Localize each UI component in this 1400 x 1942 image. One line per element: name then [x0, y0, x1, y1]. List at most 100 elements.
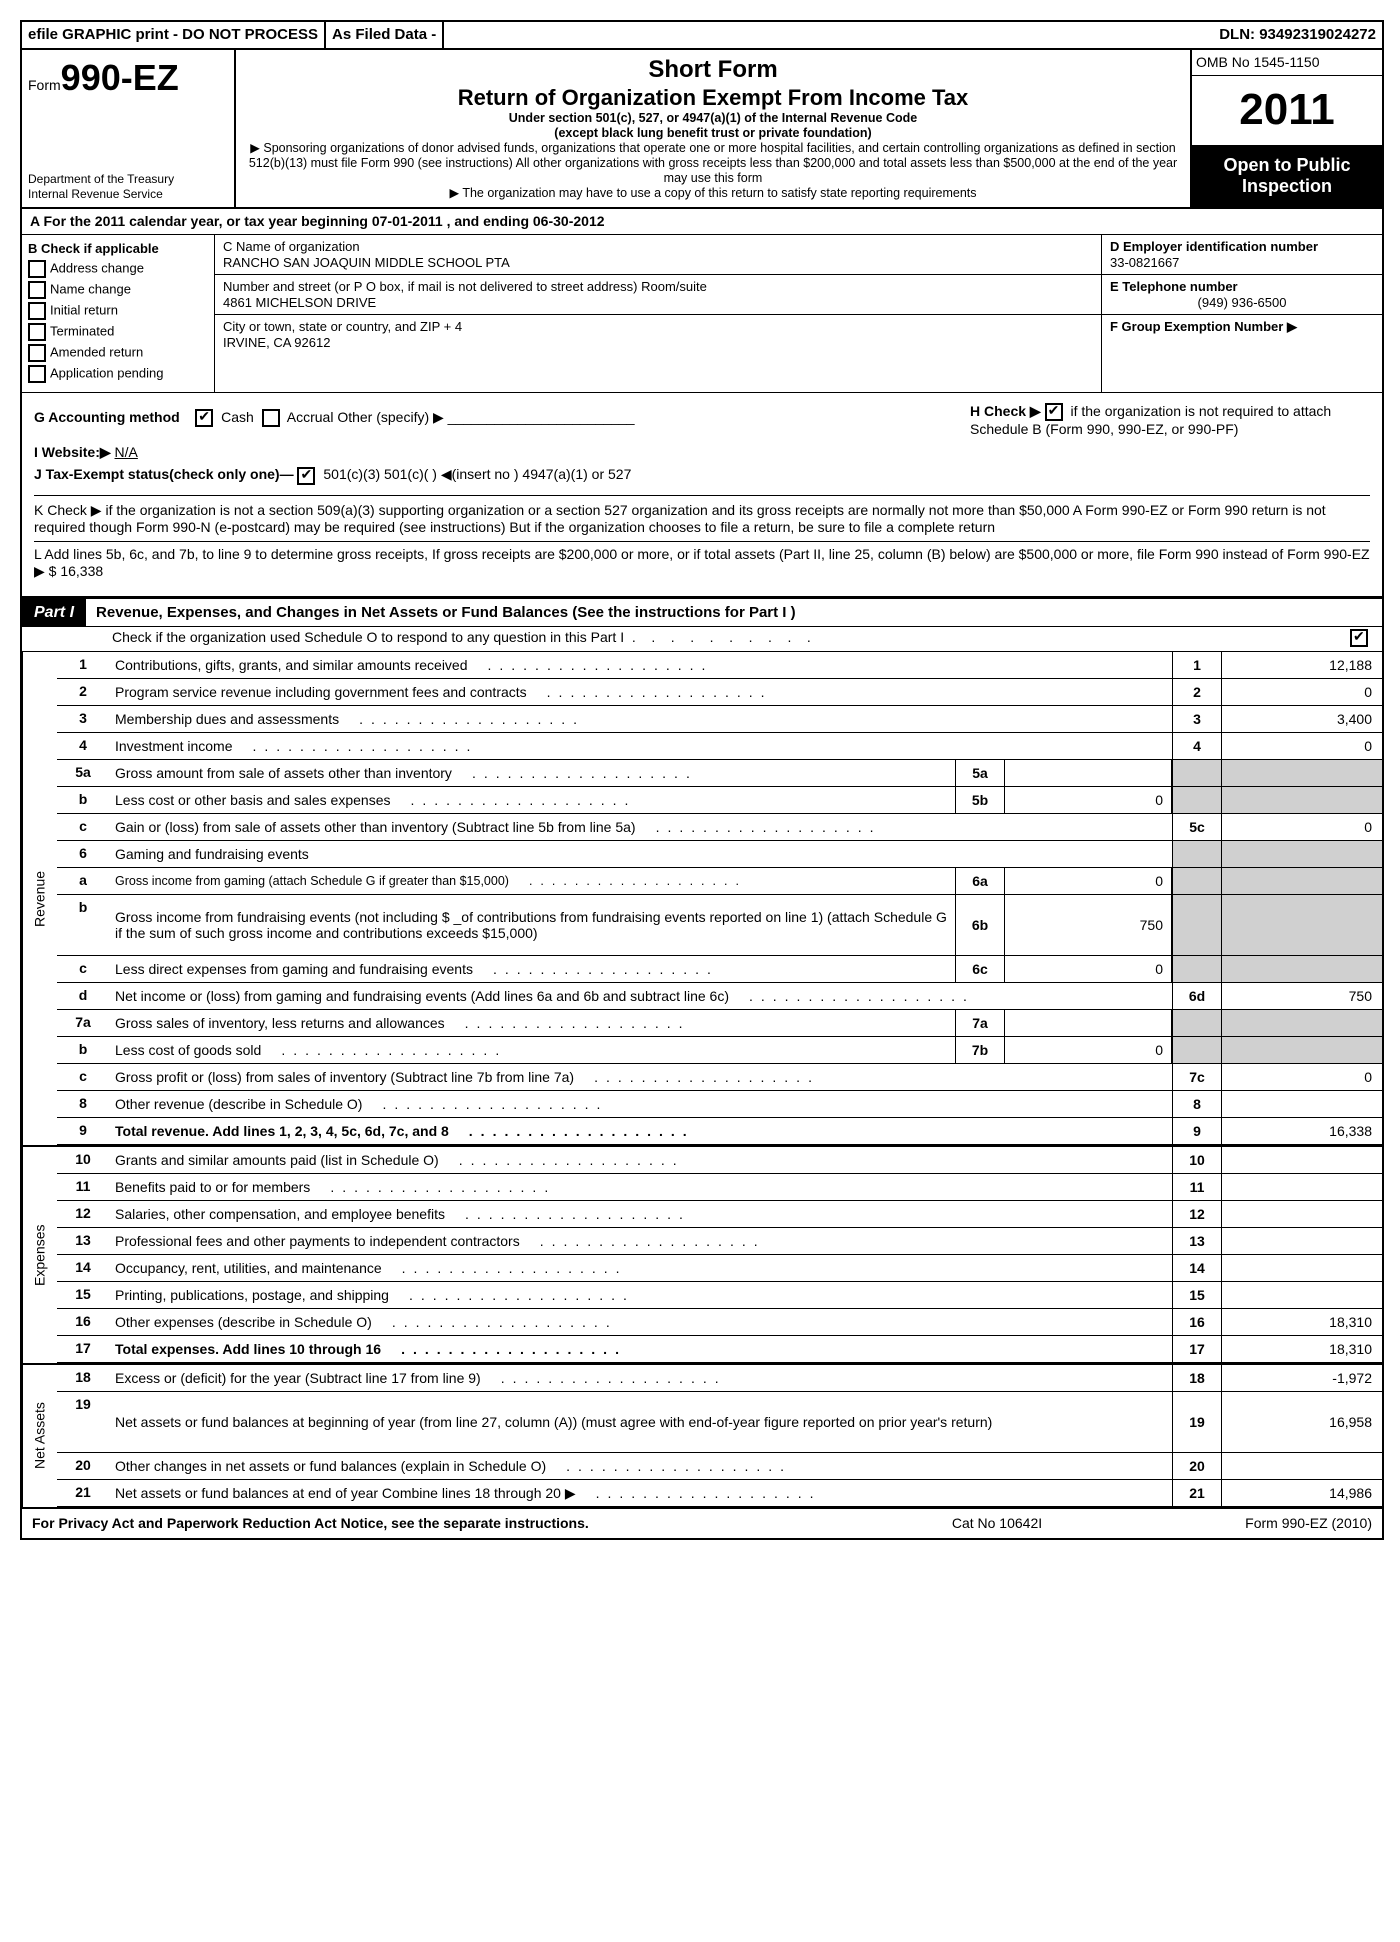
line-description: Investment income................... [109, 733, 1172, 759]
right-line-number: 21 [1172, 1480, 1222, 1506]
line-description: Occupancy, rent, utilities, and maintena… [109, 1255, 1172, 1281]
org-address: 4861 MICHELSON DRIVE [223, 295, 1093, 311]
right-line-number [1172, 787, 1222, 813]
line-number: 14 [57, 1255, 109, 1281]
g-accrual-checkbox[interactable] [262, 409, 280, 427]
table-row: 14Occupancy, rent, utilities, and mainte… [57, 1255, 1382, 1282]
checkbox[interactable] [28, 302, 46, 320]
sub-line-number: 7a [955, 1010, 1005, 1036]
right-line-number [1172, 956, 1222, 982]
line-description: Gross income from gaming (attach Schedul… [109, 868, 955, 894]
g-cash: Cash [221, 409, 254, 425]
line-number: 16 [57, 1309, 109, 1335]
line-number: 5a [57, 760, 109, 786]
right-line-number: 12 [1172, 1201, 1222, 1227]
part-1-sub-text: Check if the organization used Schedule … [112, 629, 624, 647]
checkbox[interactable] [28, 365, 46, 383]
dots-leader: ................... [481, 1370, 1166, 1387]
checkbox[interactable] [28, 281, 46, 299]
table-row: bGross income from fundraising events (n… [57, 895, 1382, 956]
right-line-value [1222, 1228, 1382, 1254]
right-line-value: 18,310 [1222, 1336, 1382, 1362]
line-description: Salaries, other compensation, and employ… [109, 1201, 1172, 1227]
line-description: Gross amount from sale of assets other t… [109, 760, 955, 786]
dln: DLN: 93492319024272 [1213, 22, 1382, 48]
b-check-item: Address change [28, 260, 208, 278]
dots-leader: ................... [520, 1233, 1166, 1250]
g-cash-checkbox[interactable] [195, 409, 213, 427]
footer-privacy: For Privacy Act and Paperwork Reduction … [32, 1515, 872, 1532]
right-line-value [1222, 1010, 1382, 1036]
d-label: D Employer identification number [1110, 239, 1374, 255]
checkbox[interactable] [28, 260, 46, 278]
right-line-number: 16 [1172, 1309, 1222, 1335]
efile-notice: efile GRAPHIC print - DO NOT PROCESS [22, 22, 326, 48]
line-number: 7a [57, 1010, 109, 1036]
h-checkbox[interactable] [1045, 403, 1063, 421]
table-row: 16Other expenses (describe in Schedule O… [57, 1309, 1382, 1336]
right-line-value: 14,986 [1222, 1480, 1382, 1506]
right-line-number [1172, 1010, 1222, 1036]
sub-line-value [1005, 1010, 1172, 1036]
table-row: 6Gaming and fundraising events [57, 841, 1382, 868]
part-1-header: Part I Revenue, Expenses, and Changes in… [22, 597, 1382, 627]
right-line-value [1222, 1255, 1382, 1281]
right-line-value [1222, 1174, 1382, 1200]
right-line-number: 15 [1172, 1282, 1222, 1308]
line-description: Less cost of goods sold.................… [109, 1037, 955, 1063]
line-number: d [57, 983, 109, 1009]
right-line-number: 1 [1172, 652, 1222, 678]
j-501c3-checkbox[interactable] [297, 467, 315, 485]
dots-leader: ................... [362, 1096, 1166, 1113]
line-description: Less cost or other basis and sales expen… [109, 787, 955, 813]
footer: For Privacy Act and Paperwork Reduction … [22, 1507, 1382, 1538]
line-number: 1 [57, 652, 109, 678]
line-description: Gross income from fundraising events (no… [109, 895, 955, 955]
part1-schedule-o-checkbox[interactable] [1350, 629, 1368, 647]
table-row: 11Benefits paid to or for members.......… [57, 1174, 1382, 1201]
table-row: 15Printing, publications, postage, and s… [57, 1282, 1382, 1309]
line-description: Net income or (loss) from gaming and fun… [109, 983, 1172, 1009]
expenses-section: Expenses 10Grants and similar amounts pa… [22, 1145, 1382, 1363]
sub-line-number: 6b [955, 895, 1005, 955]
part-1-label: Part I [22, 599, 86, 626]
table-row: aGross income from gaming (attach Schedu… [57, 868, 1382, 895]
dots-leader: ................... [339, 711, 1166, 728]
org-name: RANCHO SAN JOAQUIN MIDDLE SCHOOL PTA [223, 255, 1093, 271]
dots-leader: ................... [729, 988, 1166, 1005]
right-line-value [1222, 1091, 1382, 1117]
l-text: L Add lines 5b, 6c, and 7b, to line 9 to… [34, 541, 1370, 580]
line-description: Program service revenue including govern… [109, 679, 1172, 705]
right-line-value [1222, 841, 1382, 867]
line-number: 21 [57, 1480, 109, 1506]
checkbox[interactable] [28, 344, 46, 362]
sub-line-number: 7b [955, 1037, 1005, 1063]
form-word: Form [28, 77, 61, 93]
org-city: IRVINE, CA 92612 [223, 335, 1093, 351]
sub-line-value [1005, 760, 1172, 786]
right-line-number: 19 [1172, 1392, 1222, 1452]
form-number: 990-EZ [61, 57, 179, 98]
phone: (949) 936-6500 [1110, 295, 1374, 311]
dots-leader: ................... [452, 765, 949, 782]
table-row: 18Excess or (deficit) for the year (Subt… [57, 1365, 1382, 1392]
header-center: Short Form Return of Organization Exempt… [236, 50, 1190, 207]
line-number: c [57, 1064, 109, 1090]
right-line-number: 13 [1172, 1228, 1222, 1254]
b-check-item: Amended return [28, 344, 208, 362]
dots-leader: ................... [574, 1069, 1166, 1086]
dots-leader: ................... [310, 1179, 1166, 1196]
net-assets-section: Net Assets 18Excess or (deficit) for the… [22, 1363, 1382, 1507]
header-left: Form990-EZ Department of the Treasury In… [22, 50, 236, 207]
dots-leader: ................... [445, 1206, 1166, 1223]
checkbox[interactable] [28, 323, 46, 341]
table-row: 7aGross sales of inventory, less returns… [57, 1010, 1382, 1037]
expenses-label: Expenses [22, 1147, 57, 1363]
tax-year: 2011 [1192, 76, 1382, 147]
table-row: 17Total expenses. Add lines 10 through 1… [57, 1336, 1382, 1363]
table-row: 9Total revenue. Add lines 1, 2, 3, 4, 5c… [57, 1118, 1382, 1145]
subtitle-1: Under section 501(c), 527, or 4947(a)(1)… [246, 111, 1180, 126]
sub-line-number: 6c [955, 956, 1005, 982]
line-description: Other changes in net assets or fund bala… [109, 1453, 1172, 1479]
sub-line-number: 5b [955, 787, 1005, 813]
